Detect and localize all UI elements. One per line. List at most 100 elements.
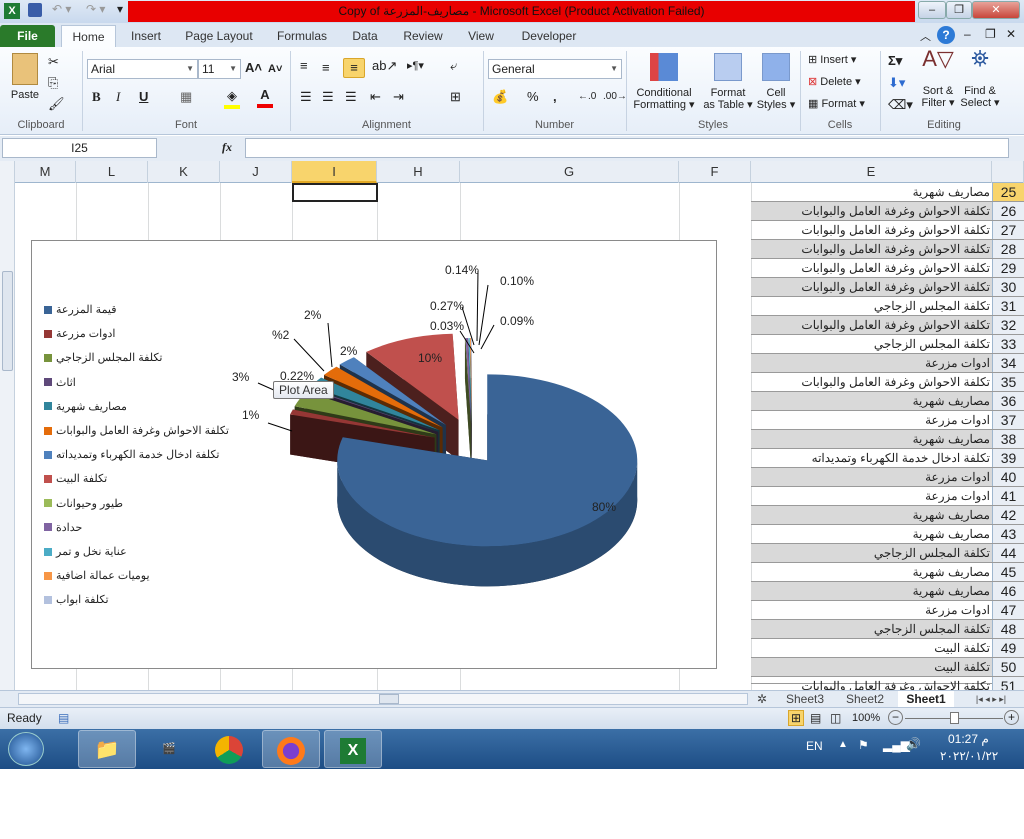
column-header-G[interactable]: G xyxy=(460,161,679,183)
clock-date[interactable]: ٢٠٢٢/٠١/٢٢ xyxy=(940,749,999,763)
align-right-icon[interactable]: ☰ xyxy=(345,89,357,104)
data-label-leader-line[interactable] xyxy=(459,330,475,354)
workbook-minimize-icon[interactable]: – xyxy=(964,27,971,41)
taskbar-firefox[interactable] xyxy=(262,730,320,768)
pie-slice-side[interactable] xyxy=(465,338,471,465)
row-header[interactable]: 49 xyxy=(992,639,1024,657)
taskbar-mpcbe[interactable]: 🎬 xyxy=(140,730,198,768)
pie-slice[interactable] xyxy=(465,338,472,425)
column-header-H[interactable]: H xyxy=(377,161,460,183)
row-header[interactable]: 30 xyxy=(992,278,1024,296)
row-header[interactable]: 35 xyxy=(992,373,1024,391)
tab-review[interactable]: Review xyxy=(403,29,443,43)
row-header[interactable]: 38 xyxy=(992,430,1024,448)
cell-E[interactable]: مصاريف شهرية xyxy=(912,527,990,541)
row-header[interactable]: 48 xyxy=(992,620,1024,638)
align-top-icon[interactable]: ≡ xyxy=(300,58,308,73)
volume-icon[interactable]: 🔊 xyxy=(906,737,921,751)
pie-slice[interactable] xyxy=(468,338,472,425)
cell-E[interactable]: مصاريف شهرية xyxy=(751,430,992,448)
grow-font-icon[interactable]: A˄ xyxy=(245,60,262,75)
row-header[interactable]: 36 xyxy=(992,392,1024,410)
align-center-icon[interactable]: ☰ xyxy=(322,89,334,104)
taskbar-file-explorer[interactable]: 📁 xyxy=(78,730,136,768)
column-header-F[interactable]: F xyxy=(679,161,751,183)
cell-E[interactable]: ادوات مزرعة xyxy=(751,354,992,372)
page-layout-view-icon[interactable]: ▤ xyxy=(810,711,822,725)
pie-slice[interactable] xyxy=(290,409,435,438)
legend-item[interactable]: حدادة xyxy=(44,521,82,534)
pie-slice[interactable] xyxy=(339,357,447,426)
row-header[interactable]: 28 xyxy=(992,240,1024,258)
legend-item[interactable]: طيور وحيوانات xyxy=(44,497,123,510)
legend-item[interactable]: مصاريف شهرية xyxy=(44,400,127,413)
bold-button[interactable]: B xyxy=(92,89,101,104)
tab-sheet2[interactable]: Sheet2 xyxy=(845,692,885,706)
insert-function-button[interactable]: fx xyxy=(222,140,232,154)
accounting-format-icon[interactable]: 💰 xyxy=(492,89,509,104)
cell-E[interactable]: ادوات مزرعة xyxy=(925,489,990,503)
minimize-button[interactable]: – xyxy=(918,1,946,19)
row-header[interactable]: 29 xyxy=(992,259,1024,277)
decrease-decimal-icon[interactable]: .00→ xyxy=(603,91,627,102)
action-center-flag-icon[interactable]: ⚑ xyxy=(858,738,869,752)
cut-icon[interactable]: ✂ xyxy=(48,54,59,69)
legend-item[interactable]: اثاث xyxy=(44,376,76,389)
increase-decimal-icon[interactable]: ←.0 xyxy=(578,91,597,102)
copy-icon[interactable]: ⎘ xyxy=(48,75,59,90)
pie-slice-wall[interactable] xyxy=(337,460,638,587)
cell-E[interactable]: تكلفة الاحواش وغرفة العامل والبوابات xyxy=(751,316,992,334)
column-header-M[interactable]: M xyxy=(15,161,76,183)
network-icon[interactable]: ▂▄▆ xyxy=(883,738,910,752)
font-color-icon[interactable]: A xyxy=(257,86,273,108)
pie-plot-area[interactable]: 80% 1% 3% 0.22% %2 2% 2% 10% 0.03% 0.27% 0.14% 0.10… xyxy=(32,241,718,670)
paste-button[interactable]: Paste xyxy=(8,53,42,101)
legend-item[interactable]: تكلفة ابواب xyxy=(44,593,109,606)
page-break-view-icon[interactable]: ◫ xyxy=(830,711,842,725)
minimize-ribbon-icon[interactable]: ︿ xyxy=(920,31,931,43)
tab-sheet3[interactable]: Sheet3 xyxy=(785,692,825,706)
taskbar-excel[interactable]: X xyxy=(324,730,382,768)
legend-item[interactable]: تكلفة البيت xyxy=(44,472,107,485)
workbook-restore-icon[interactable]: ❐ xyxy=(985,27,996,41)
active-cell[interactable] xyxy=(292,183,378,202)
row-header[interactable]: 40 xyxy=(992,468,1024,486)
row-header[interactable]: 45 xyxy=(992,563,1024,581)
undo-icon[interactable]: ↶ ▾ xyxy=(52,2,72,16)
redo-icon[interactable]: ↷ ▾ xyxy=(86,2,106,16)
column-header-L[interactable]: L xyxy=(76,161,148,183)
tab-file[interactable]: File xyxy=(0,25,55,48)
pie-slice[interactable] xyxy=(308,388,439,432)
fill-icon[interactable]: ⬇▾ xyxy=(888,75,906,90)
cell-E[interactable]: تكلفة المجلس الزجاجي xyxy=(751,620,992,638)
data-label-leader-line[interactable] xyxy=(267,422,293,432)
clear-icon[interactable]: ⌫▾ xyxy=(888,97,913,112)
row-header[interactable]: 32 xyxy=(992,316,1024,334)
cell-E[interactable]: مصاريف شهرية xyxy=(751,582,992,600)
zoom-slider-thumb[interactable] xyxy=(950,712,959,724)
legend-item[interactable]: تكلفة المجلس الزجاجي xyxy=(44,351,162,364)
pie-slice[interactable] xyxy=(294,391,437,435)
row-header[interactable]: 34 xyxy=(992,354,1024,372)
wrap-text-icon[interactable]: ⤶ xyxy=(450,58,458,73)
help-icon[interactable]: ? xyxy=(937,26,955,44)
data-label-leader-line[interactable] xyxy=(478,284,489,346)
row-header[interactable]: 27 xyxy=(992,221,1024,239)
tab-sheet1[interactable]: Sheet1 xyxy=(898,691,954,707)
row-header[interactable]: 41 xyxy=(992,487,1024,505)
zoom-in-button[interactable]: + xyxy=(1004,710,1019,725)
row-header[interactable]: 42 xyxy=(992,506,1024,524)
start-button[interactable] xyxy=(8,732,44,766)
show-hidden-icons[interactable]: ▲ xyxy=(838,739,848,750)
row-header[interactable]: 43 xyxy=(992,525,1024,543)
align-bottom-icon[interactable]: ≡ xyxy=(343,58,365,78)
data-label-leader-line[interactable] xyxy=(461,306,475,346)
row-header[interactable]: 46 xyxy=(992,582,1024,600)
text-direction-icon[interactable]: ▸¶▾ xyxy=(407,60,424,72)
autosum-icon[interactable]: Σ▾ xyxy=(888,53,903,68)
formula-input[interactable] xyxy=(245,138,1009,158)
data-label-leader-line[interactable] xyxy=(480,324,495,350)
scroll-thumb[interactable] xyxy=(2,271,13,371)
legend-item[interactable]: تكلفة ادخال خدمة الكهرباء وتمديداته xyxy=(44,448,220,461)
pie-slice[interactable] xyxy=(324,366,443,428)
